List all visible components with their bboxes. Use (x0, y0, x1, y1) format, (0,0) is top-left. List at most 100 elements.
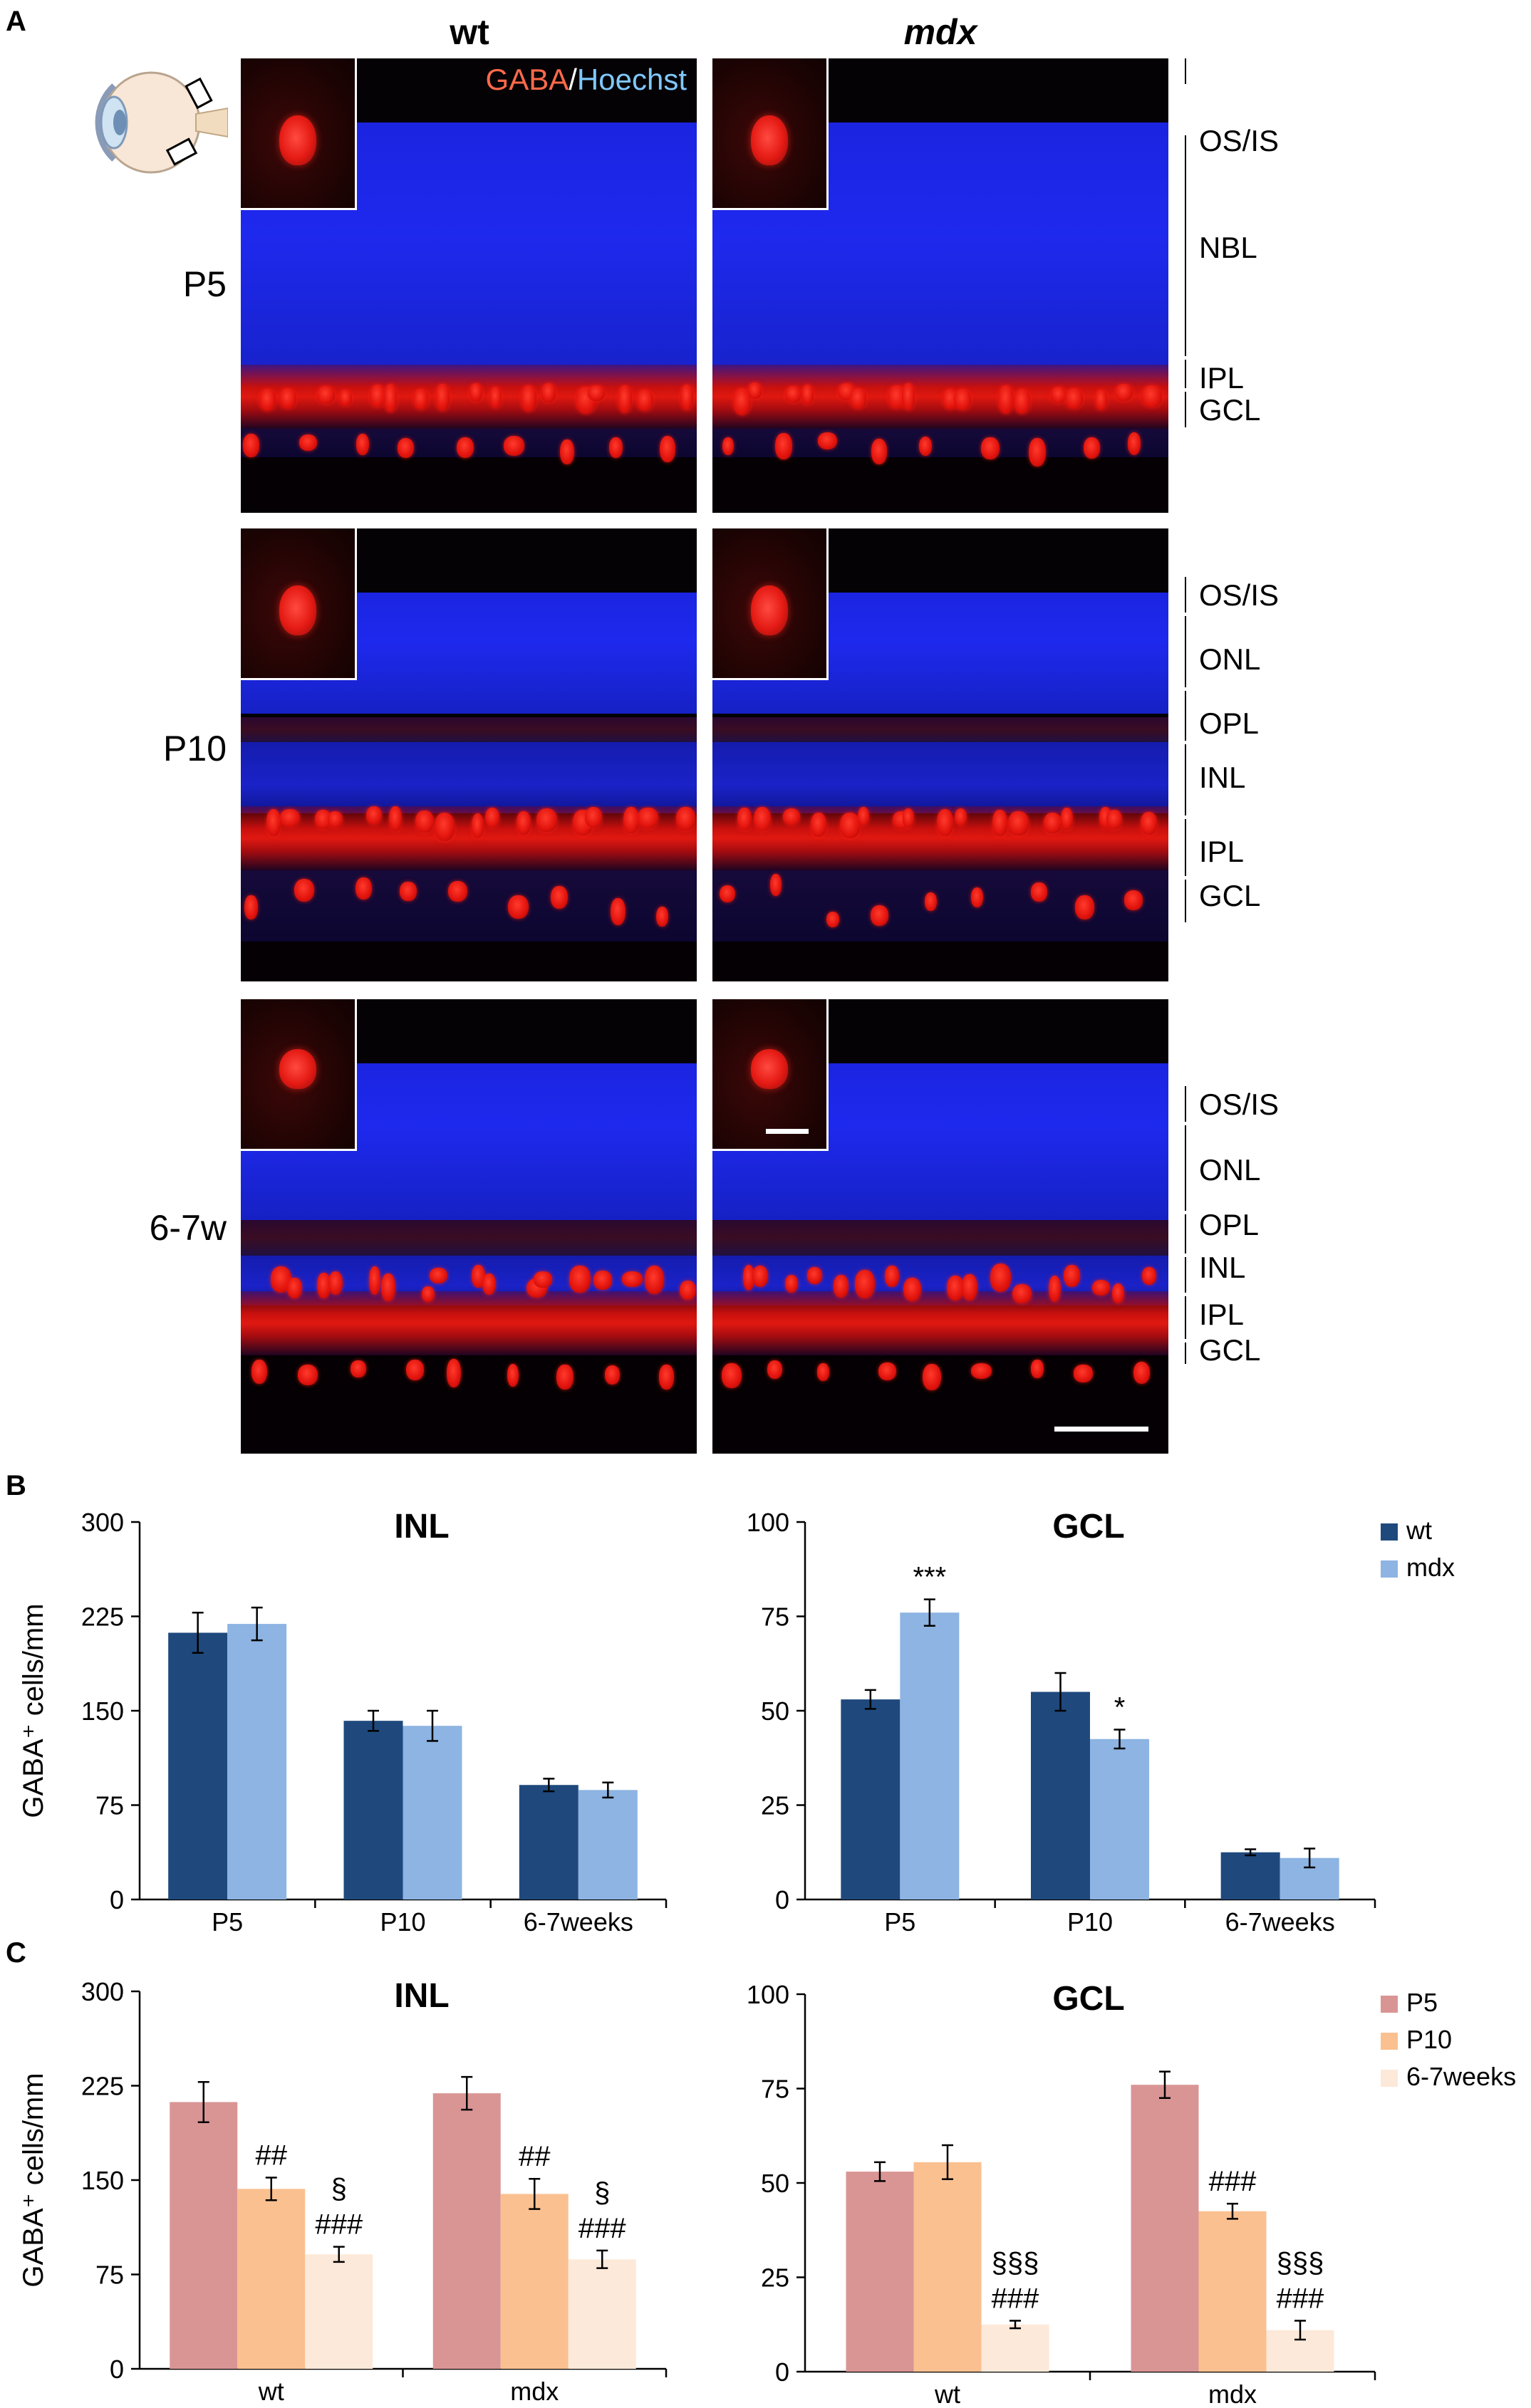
significance-marker: §§§ (992, 2247, 1039, 2278)
gaba-cell (970, 887, 984, 908)
significance-marker: * (1114, 1692, 1126, 1724)
layer-label-p5-0: OS/IS (1199, 124, 1280, 157)
layer-label-w67-5: GCL (1199, 1333, 1261, 1367)
layer-label-w67-3: INL (1199, 1251, 1246, 1284)
legend-label-P10: P10 (1406, 2025, 1452, 2054)
gaba-cell (1050, 386, 1066, 403)
y-tick-label: 150 (81, 1696, 124, 1726)
gaba-cell (508, 895, 529, 919)
gaba-cell (770, 874, 782, 896)
layer-bracket (1185, 1125, 1186, 1211)
gaba-cell (635, 389, 653, 411)
significance-marker: ### (1209, 2166, 1257, 2197)
gaba-cell (742, 1264, 755, 1291)
gaba-cell (722, 437, 735, 455)
y-tick-label: 75 (761, 1602, 789, 1632)
y-tick-label: 50 (761, 2169, 789, 2198)
gaba-cell (924, 892, 937, 912)
gaba-cell (878, 1362, 897, 1380)
gaba-cell (885, 1265, 899, 1288)
legend-swatch-wt (1381, 1523, 1398, 1541)
bar-mdx (403, 1726, 462, 1899)
gaba-cell (604, 1365, 621, 1385)
micrograph-p5-wt: GABA/Hoechst (241, 58, 697, 513)
y-tick-label: 0 (110, 2355, 124, 2384)
y-tick-label: 75 (95, 2261, 124, 2290)
gaba-cell (1111, 1283, 1125, 1303)
gaba-cell (1031, 882, 1047, 902)
gaba-cell (469, 382, 482, 402)
bar-wt (841, 1699, 901, 1899)
x-tick-label: wt (934, 2380, 960, 2408)
gaba-cell (737, 808, 752, 830)
gaba-cell (1048, 1276, 1062, 1303)
gaba-cell (621, 1271, 643, 1287)
gaba-cell (902, 382, 915, 410)
gaba-cell (517, 811, 531, 835)
gaba-cell (415, 811, 435, 833)
gaba-cell (1106, 809, 1122, 829)
x-tick-label: P10 (380, 1907, 425, 1937)
inset-cell (279, 115, 316, 165)
y-tick-label: 0 (110, 1885, 124, 1914)
gaba-cell (807, 1267, 823, 1285)
gaba-cell (816, 1362, 829, 1381)
inset-cell (279, 1049, 316, 1089)
stain-hoechst: Hoechst (576, 63, 687, 96)
legend-label-mdx: mdx (1406, 1553, 1455, 1582)
gaba-cell (1091, 1279, 1111, 1296)
layer-label-w67-0: OS/IS (1199, 1088, 1280, 1121)
gaba-cell (381, 1273, 395, 1302)
y-tick-label: 75 (761, 2075, 789, 2104)
gaba-cell (389, 806, 403, 832)
bar-mdx (227, 1624, 287, 1899)
gaba-cell (471, 1265, 486, 1288)
gaba-cell (534, 1271, 553, 1288)
gaba-cell (618, 385, 632, 413)
significance-marker: §§§ (1277, 2247, 1324, 2278)
bar-P5 (846, 2172, 914, 2372)
gaba-cell (801, 384, 814, 405)
gaba-cell (551, 885, 568, 909)
layer-label-p10-1: ONL (1199, 642, 1261, 676)
gaba-cell (817, 432, 838, 450)
inset-cell (751, 1049, 788, 1089)
gaba-cell (992, 810, 1007, 836)
gaba-cell (1083, 437, 1100, 459)
gaba-cell (397, 437, 415, 458)
chart-title: INL (394, 1508, 449, 1546)
gaba-cell (413, 389, 429, 410)
gaba-cell (719, 885, 736, 903)
gaba-cell (659, 435, 675, 463)
row-label-p5: P5 (182, 264, 227, 304)
gaba-cell (785, 385, 801, 402)
layer-bracket (1185, 691, 1186, 741)
gaba-cell (266, 808, 281, 837)
y-tick-label: 300 (81, 1508, 124, 1537)
gaba-cell (355, 877, 372, 900)
layer-bracket (1185, 1086, 1186, 1122)
bar-mdx (578, 1790, 638, 1899)
micrograph-p10-wt (241, 528, 697, 981)
gaba-cell (609, 437, 623, 459)
gaba-cell (297, 1364, 318, 1386)
gaba-cell (748, 382, 762, 399)
inset-cell (751, 585, 788, 635)
gaba-cell (850, 387, 866, 410)
bar-6-7weeks (981, 2324, 1049, 2372)
x-tick-label: 6-7weeks (524, 1907, 633, 1937)
gaba-cell (556, 1364, 574, 1390)
layer-bracket (1185, 1343, 1186, 1364)
micrograph-w67-mdx (712, 999, 1168, 1454)
bar-P5 (170, 2102, 238, 2369)
gaba-cell (447, 880, 467, 902)
bar-P10 (237, 2189, 306, 2369)
bar-mdx (900, 1612, 960, 1899)
inset-cell (279, 585, 316, 635)
gaba-cell (834, 1275, 848, 1298)
gaba-cell (356, 433, 369, 455)
y-tick-label: 50 (761, 1696, 789, 1726)
gaba-cell (1029, 438, 1047, 467)
gaba-cell (489, 387, 502, 408)
x-tick-label: mdx (510, 2377, 559, 2406)
